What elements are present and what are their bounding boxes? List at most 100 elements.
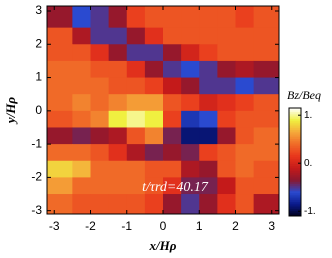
heatmap-cell bbox=[199, 194, 218, 215]
heatmap-cell bbox=[72, 144, 91, 162]
colorbar-swatch bbox=[289, 165, 301, 168]
colorbar-swatch bbox=[289, 160, 301, 163]
colorbar-swatch bbox=[289, 178, 301, 181]
heatmap-cell bbox=[72, 110, 91, 128]
y-tick-label: 3 bbox=[35, 3, 42, 17]
colorbar-swatch bbox=[289, 124, 301, 127]
heatmap-cell bbox=[72, 6, 91, 29]
x-tick-label: 0 bbox=[160, 219, 167, 233]
y-axis-label: y/Hρ bbox=[3, 97, 18, 125]
colorbar-swatch bbox=[289, 140, 301, 143]
y-tick-label: 0 bbox=[35, 103, 42, 117]
colorbar-swatch bbox=[289, 201, 301, 204]
heatmap-cell bbox=[199, 27, 218, 45]
heatmap-cell bbox=[253, 27, 280, 45]
colorbar-swatch bbox=[289, 120, 301, 123]
colorbar-tick-label: 1. bbox=[304, 110, 312, 121]
heatmap-cell bbox=[126, 177, 146, 195]
colorbar-swatch bbox=[289, 169, 301, 172]
heatmap-cell bbox=[217, 27, 236, 45]
heatmap-cell bbox=[108, 77, 128, 95]
heatmap-cell bbox=[47, 27, 73, 45]
colorbar-swatch bbox=[289, 156, 301, 159]
heatmap-cell bbox=[181, 94, 200, 112]
heatmap-cell bbox=[108, 27, 128, 45]
heatmap-cell bbox=[217, 160, 236, 178]
heatmap-cell bbox=[253, 110, 280, 128]
heatmap-cell bbox=[163, 6, 182, 29]
heatmap-cell bbox=[144, 60, 164, 79]
heatmap-cell bbox=[108, 144, 128, 162]
colorbar-swatch bbox=[289, 203, 301, 206]
heatmap-cell bbox=[144, 144, 164, 162]
heatmap-cell bbox=[253, 44, 280, 62]
heatmap-cell bbox=[144, 77, 164, 95]
heatmap-cell bbox=[235, 160, 255, 178]
y-tick-label: -2 bbox=[31, 170, 42, 184]
heatmap-cell bbox=[181, 60, 200, 79]
colorbar-swatch bbox=[289, 174, 301, 177]
heatmap-cell bbox=[253, 60, 280, 79]
heatmap-cell bbox=[181, 177, 200, 195]
colorbar-swatch bbox=[289, 136, 301, 139]
colorbar-swatch bbox=[289, 210, 301, 213]
annotation: t/τrd=40.17 bbox=[142, 180, 209, 195]
colorbar-swatch bbox=[289, 142, 301, 145]
heatmap-cell bbox=[235, 110, 255, 128]
heatmap-cell bbox=[181, 194, 200, 215]
colorbar-swatch bbox=[289, 147, 301, 150]
heatmap-cell bbox=[144, 27, 164, 45]
heatmap-cell bbox=[144, 44, 164, 62]
heatmap-cell bbox=[108, 94, 128, 112]
heatmap-cell bbox=[126, 27, 146, 45]
heatmap-cell bbox=[199, 144, 218, 162]
heatmap-cell bbox=[72, 60, 91, 79]
heatmap-cell bbox=[126, 194, 146, 215]
colorbar-swatch bbox=[289, 207, 301, 210]
colorbar-swatch bbox=[289, 131, 301, 134]
heatmap-cell bbox=[108, 44, 128, 62]
heatmap-cell bbox=[108, 127, 128, 145]
colorbar-swatch bbox=[289, 127, 301, 130]
colorbar-swatch bbox=[289, 118, 301, 121]
heatmap-cell bbox=[235, 94, 255, 112]
heatmap-cell bbox=[181, 44, 200, 62]
heatmap-cell bbox=[199, 77, 218, 95]
heatmap-cell bbox=[108, 110, 128, 128]
heatmap-cell bbox=[90, 127, 110, 145]
x-tick-label: -2 bbox=[85, 219, 96, 233]
heatmap-cell bbox=[217, 60, 236, 79]
x-tick-label: -3 bbox=[49, 219, 60, 233]
heatmap-cell bbox=[181, 27, 200, 45]
colorbar-swatch bbox=[289, 163, 301, 166]
colorbar-swatch bbox=[289, 149, 301, 152]
colorbar-swatch bbox=[289, 109, 301, 112]
heatmap-cell bbox=[90, 194, 110, 215]
colorbar-swatch bbox=[289, 183, 301, 186]
heatmap-cell bbox=[181, 110, 200, 128]
colorbar-swatch bbox=[289, 133, 301, 136]
colorbar-swatch bbox=[289, 176, 301, 179]
heatmap-cell bbox=[108, 177, 128, 195]
heatmap-cell bbox=[47, 144, 73, 162]
colorbar-swatch bbox=[289, 122, 301, 125]
colorbar-swatch bbox=[289, 144, 301, 147]
x-tick-label: 2 bbox=[232, 219, 239, 233]
heatmap-cell bbox=[90, 27, 110, 45]
heatmap-cell bbox=[126, 127, 146, 145]
heatmap-cell bbox=[253, 177, 280, 195]
heatmap-cell bbox=[108, 160, 128, 178]
colorbar-swatch bbox=[289, 153, 301, 156]
heatmap-cell bbox=[72, 194, 91, 215]
heatmap-cell bbox=[253, 94, 280, 112]
colorbar-swatch bbox=[289, 181, 301, 184]
heatmap-cell bbox=[90, 177, 110, 195]
colorbar-swatch bbox=[289, 135, 301, 138]
heatmap-cell bbox=[217, 77, 236, 95]
heatmap-cell bbox=[217, 110, 236, 128]
heatmap-cell bbox=[90, 60, 110, 79]
colorbar-swatch bbox=[289, 117, 301, 120]
heatmap-cell bbox=[253, 127, 280, 145]
heatmap-cell bbox=[181, 77, 200, 95]
